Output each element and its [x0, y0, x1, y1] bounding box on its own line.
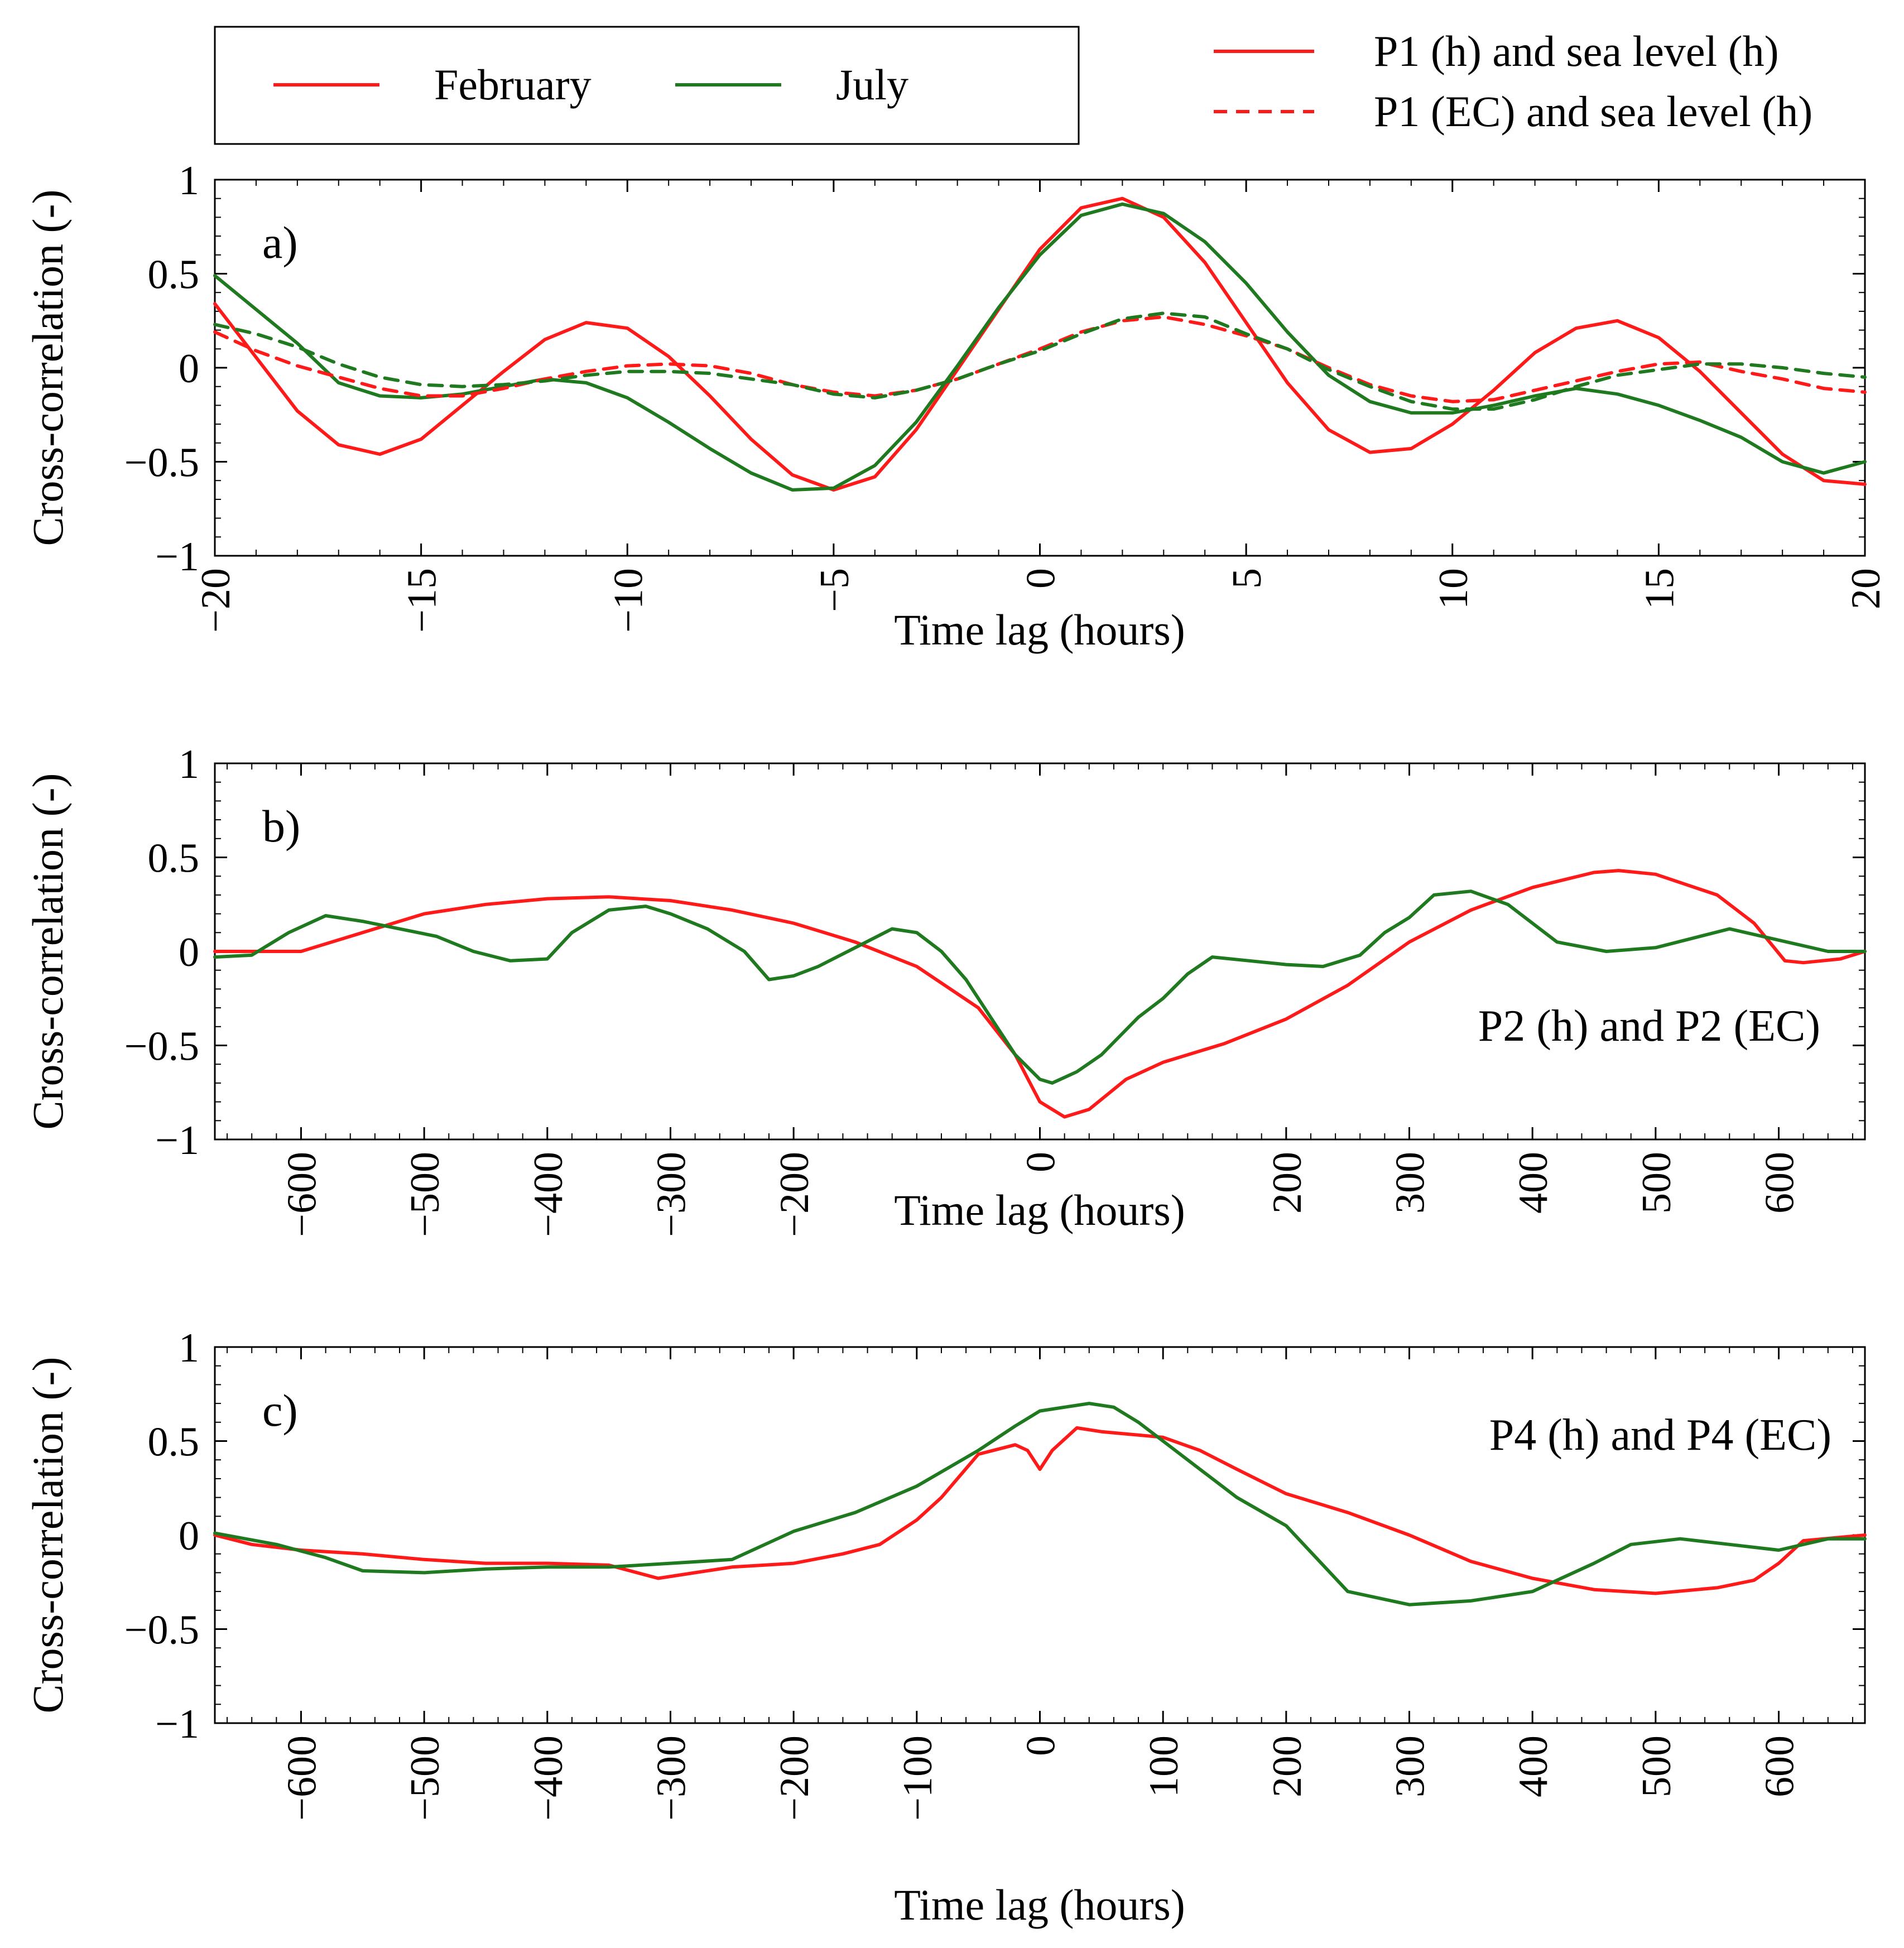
x-tick-label: 5 — [1224, 568, 1270, 589]
legend-dashed-style-label: P1 (EC) and sea level (h) — [1374, 87, 1812, 136]
y-tick-label: −1 — [155, 534, 199, 580]
panel-b-tick-labels: 1 0.5 0 −0.5 −1 −600 −500 −400 −300 −200 0 200 300 40… — [124, 742, 1803, 1237]
x-tick-label: 0 — [1018, 568, 1064, 589]
x-tick-label: 0 — [1018, 1152, 1064, 1172]
legend-july-label: July — [836, 60, 908, 109]
series-line-february-p1-ec-and-sea-level-h — [213, 315, 1867, 403]
y-tick-label: −1 — [155, 1118, 199, 1163]
x-tick-label: −300 — [648, 1735, 694, 1821]
x-tick-label: −400 — [526, 1152, 571, 1237]
x-tick-label: 500 — [1634, 1735, 1680, 1797]
x-tick-label: 400 — [1511, 1152, 1556, 1214]
series-line-july — [213, 889, 1867, 1085]
panel-a-tick-labels: 1 0.5 0 −0.5 −1−20 −15 −10 −5 0 5 10 15 20 — [124, 158, 1889, 633]
y-tick-label: −0.5 — [124, 440, 199, 486]
x-tick-label: 200 — [1264, 1735, 1310, 1797]
panel-b-series — [213, 869, 1867, 1119]
legend: February July P1 (h) and sea level (h) P… — [214, 26, 1812, 145]
x-tick-label: 200 — [1264, 1152, 1310, 1214]
panel-a-xlabel: Time lag (hours) — [894, 605, 1185, 654]
panel-b-ticks — [215, 762, 1865, 1141]
y-tick-label: 0 — [179, 930, 199, 975]
x-tick-label: 400 — [1511, 1735, 1556, 1797]
panel-c-tick-labels: 1 0.5 0 −0.5 −1 −600 −500 −400 −300 −200 −100 0 100 2… — [124, 1325, 1803, 1821]
panel-c-xlabel: Time lag (hours) — [894, 1880, 1185, 1929]
x-tick-label: −400 — [526, 1735, 571, 1821]
x-tick-label: 300 — [1388, 1152, 1434, 1214]
y-tick-label: 1 — [179, 1325, 199, 1371]
series-line-february — [213, 1426, 1867, 1595]
y-tick-label: 0 — [179, 346, 199, 392]
panel-a: 1 0.5 0 −0.5 −1−20 −15 −10 −5 0 5 10 15 20 a) Time l… — [23, 158, 1889, 654]
y-tick-label: 0.5 — [148, 1420, 200, 1465]
y-tick-label: −0.5 — [124, 1024, 199, 1070]
x-tick-label: −300 — [648, 1152, 694, 1237]
x-tick-label: 500 — [1634, 1152, 1680, 1214]
panel-c-series — [213, 1402, 1867, 1607]
x-tick-label: 600 — [1757, 1735, 1803, 1797]
panel-b-ylabel: Cross-correlation (-) — [23, 773, 72, 1130]
series-line-february-p1-h-and-sea-level-h — [213, 196, 1867, 492]
x-tick-label: −15 — [400, 568, 445, 633]
panel-c-label: c) — [262, 1385, 298, 1436]
legend-solid-style-label: P1 (h) and sea level (h) — [1374, 27, 1779, 75]
panel-a-label: a) — [262, 217, 298, 268]
x-tick-label: 100 — [1141, 1735, 1187, 1797]
x-tick-label: 10 — [1431, 568, 1477, 609]
x-tick-label: −5 — [812, 568, 858, 612]
x-tick-label: −100 — [895, 1735, 941, 1821]
panel-b-xlabel: Time lag (hours) — [894, 1186, 1185, 1234]
x-tick-label: 600 — [1757, 1152, 1803, 1214]
legend-february-label: February — [434, 60, 592, 109]
panel-b-annotation: P2 (h) and P2 (EC) — [1478, 1002, 1820, 1051]
panel-a-series — [213, 196, 1867, 492]
x-tick-label: 0 — [1018, 1735, 1064, 1756]
panel-b-label: b) — [262, 801, 300, 852]
panel-b: 1 0.5 0 −0.5 −1 −600 −500 −400 −300 −200 0 200 300 40… — [23, 742, 1867, 1237]
x-tick-label: 300 — [1388, 1735, 1434, 1797]
y-tick-label: −0.5 — [124, 1608, 199, 1653]
y-tick-label: 1 — [179, 742, 199, 787]
panel-c-annotation: P4 (h) and P4 (EC) — [1489, 1411, 1831, 1460]
y-tick-label: 0.5 — [148, 252, 200, 298]
y-tick-label: 0.5 — [148, 836, 200, 882]
x-tick-label: −500 — [402, 1735, 448, 1821]
x-tick-label: −600 — [279, 1735, 325, 1821]
x-tick-label: −10 — [605, 568, 651, 633]
series-line-july — [213, 1402, 1867, 1607]
x-tick-label: −200 — [772, 1152, 818, 1237]
y-tick-label: −1 — [155, 1701, 199, 1747]
panel-a-ticks — [214, 179, 1866, 557]
x-tick-label: −500 — [402, 1152, 448, 1237]
panel-c-ticks — [215, 1346, 1865, 1724]
x-tick-label: 20 — [1843, 568, 1889, 609]
y-tick-label: 1 — [179, 158, 199, 204]
x-tick-label: 15 — [1637, 568, 1682, 609]
panel-a-ylabel: Cross-correlation (-) — [23, 190, 72, 546]
series-line-february — [213, 869, 1867, 1119]
panel-c-ylabel: Cross-correlation (-) — [23, 1357, 72, 1714]
x-tick-label: −200 — [772, 1735, 818, 1821]
panel-c: 1 0.5 0 −0.5 −1 −600 −500 −400 −300 −200 −100 0 100 2… — [23, 1325, 1867, 1929]
y-tick-label: 0 — [179, 1513, 199, 1559]
x-tick-label: −600 — [279, 1152, 325, 1237]
x-tick-label: −20 — [193, 568, 239, 633]
